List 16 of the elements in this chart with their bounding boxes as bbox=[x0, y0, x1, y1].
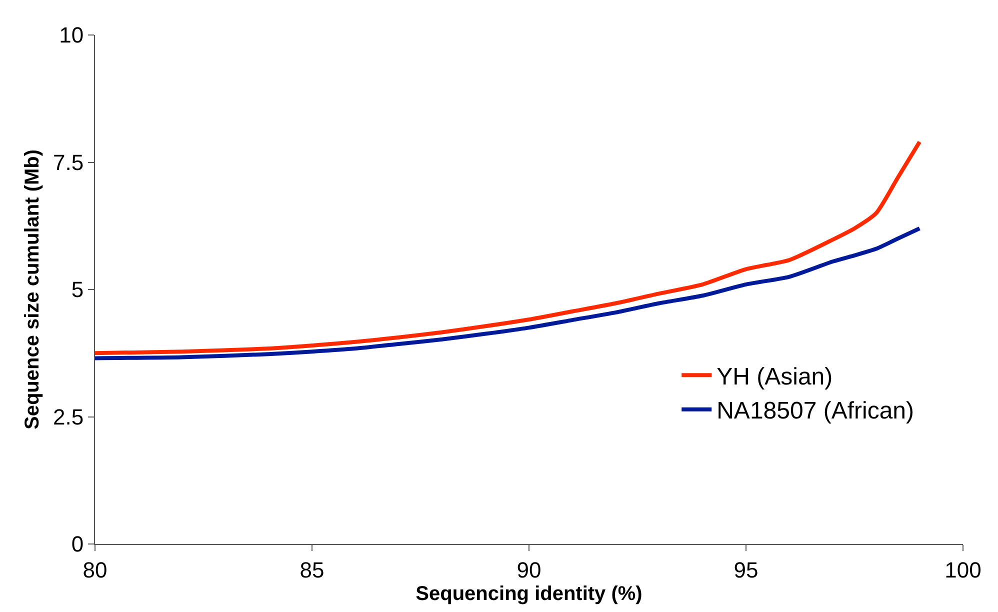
x-tick-label: 90 bbox=[516, 557, 542, 582]
line-series bbox=[95, 140, 922, 356]
line-series bbox=[95, 226, 922, 360]
x-tick-label: 100 bbox=[944, 557, 982, 582]
y-tick-label: 7.5 bbox=[53, 150, 84, 175]
y-tick-label: 0 bbox=[71, 532, 84, 557]
x-tick-label: 80 bbox=[82, 557, 108, 582]
x-axis-title: Sequencing identity (%) bbox=[416, 582, 642, 605]
x-tick-label: 85 bbox=[300, 557, 324, 582]
y-tick-label: 5 bbox=[71, 277, 84, 302]
legend-label: NA18507 (African) bbox=[716, 398, 914, 425]
y-axis-title: Sequence size cumulant (Mb) bbox=[22, 149, 44, 430]
legend-label: YH (Asian) bbox=[716, 363, 833, 390]
x-tick-label: 95 bbox=[734, 557, 758, 582]
y-tick-label: 10 bbox=[59, 22, 84, 48]
y-tick-label: 2.5 bbox=[53, 404, 84, 430]
